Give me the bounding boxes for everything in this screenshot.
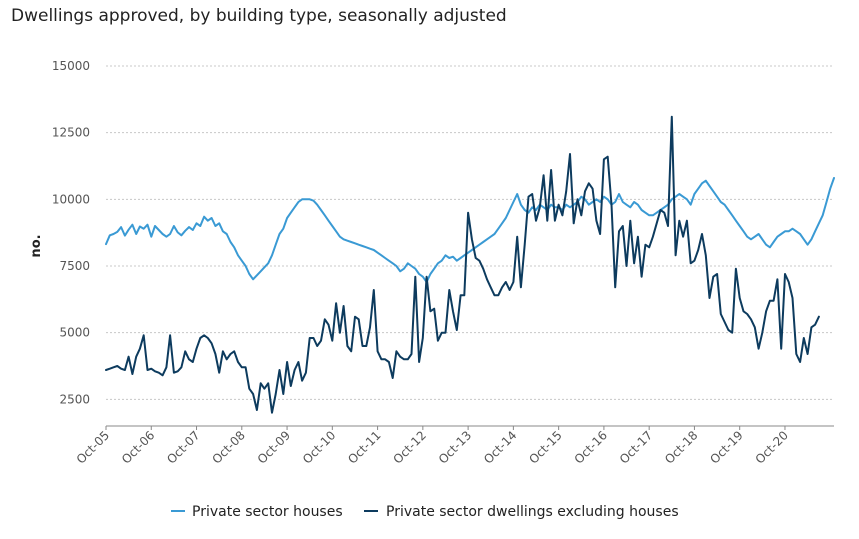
x-tick-label: Oct-18	[662, 428, 700, 466]
grid-layer	[106, 65, 834, 400]
x-tick-label: Oct-15	[526, 428, 564, 466]
x-tick-label: Oct-12	[391, 428, 429, 466]
x-tick-label: Oct-16	[572, 428, 610, 466]
y-axis-title: no.	[29, 234, 44, 257]
series-line-2	[105, 115, 820, 414]
y-tick-label: 5000	[59, 326, 90, 340]
y-tick-label: 12500	[52, 126, 90, 140]
series-layer	[105, 115, 835, 414]
chart-title: Dwellings approved, by building type, se…	[11, 6, 507, 26]
x-tick-label: Oct-08	[209, 428, 247, 466]
x-tick-label: Oct-13	[436, 428, 474, 466]
y-tick-label: 10000	[52, 192, 90, 206]
x-tick-label: Oct-14	[481, 428, 519, 466]
legend-item[interactable]: Private sector houses	[171, 504, 343, 520]
x-tick-label: Oct-09	[255, 428, 293, 466]
x-tick-label: Oct-07	[164, 428, 202, 466]
y-tick-label: 15000	[52, 59, 90, 73]
x-tick-label: Oct-10	[300, 428, 338, 466]
legend-label: Private sector dwellings excluding house…	[386, 504, 679, 520]
x-tick-label: Oct-06	[119, 428, 157, 466]
x-tick-label: Oct-05	[74, 428, 112, 466]
x-tick-label: Oct-17	[617, 428, 655, 466]
legend-layer: Private sector houses Private sector dwel…	[171, 504, 679, 520]
x-tick-label: Oct-11	[345, 428, 383, 466]
legend-label: Private sector houses	[192, 504, 343, 520]
legend-item[interactable]: Private sector dwellings excluding house…	[364, 504, 679, 520]
x-tick-label: Oct-19	[707, 428, 745, 466]
x-tick-label: Oct-20	[753, 428, 791, 466]
y-tick-label: 2500	[59, 392, 90, 406]
series-line-1	[105, 177, 835, 283]
y-tick-label: 7500	[59, 259, 90, 273]
